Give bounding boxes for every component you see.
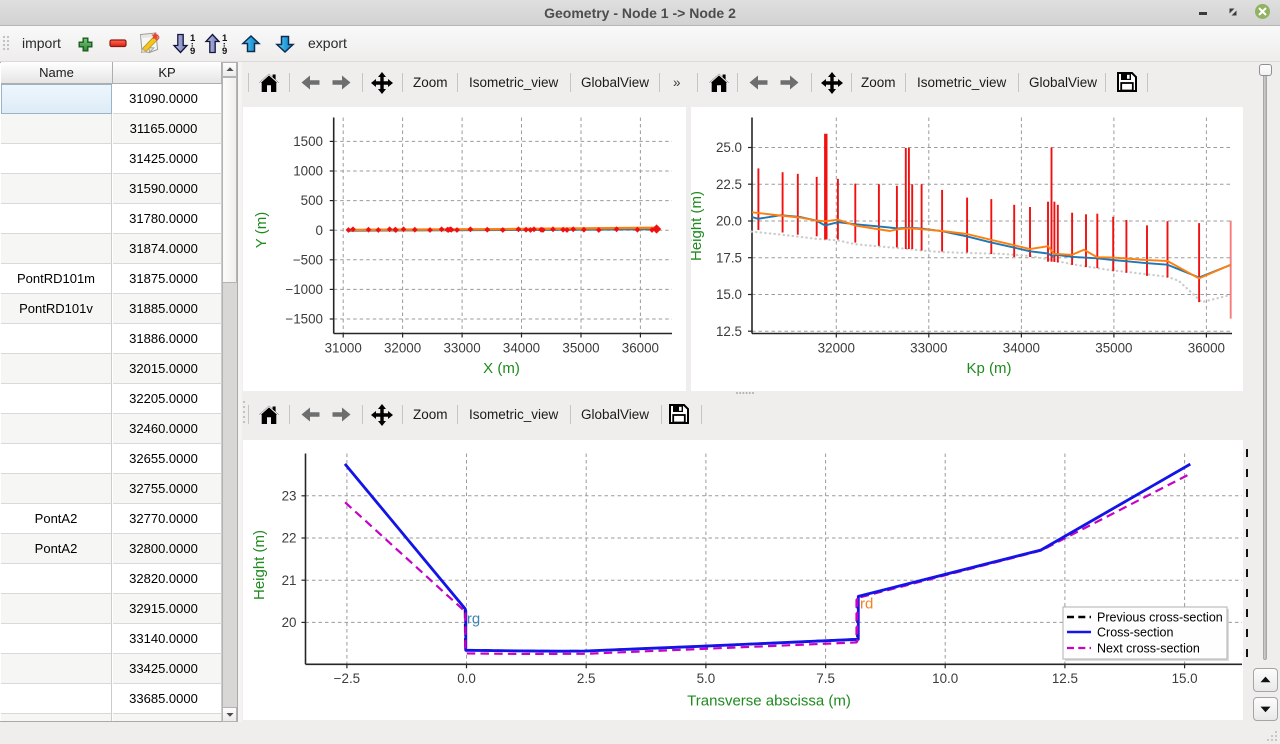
svg-text:Kp (m): Kp (m) bbox=[967, 360, 1012, 377]
svg-text:5.0: 5.0 bbox=[697, 671, 716, 686]
svg-text:35000: 35000 bbox=[562, 341, 599, 356]
svg-text:17.5: 17.5 bbox=[716, 250, 742, 265]
svg-text:−1500: −1500 bbox=[285, 312, 323, 327]
svg-text:20.0: 20.0 bbox=[716, 214, 742, 229]
svg-text:35000: 35000 bbox=[1095, 341, 1132, 356]
svg-text:2.5: 2.5 bbox=[577, 671, 596, 686]
svg-text:Cross-section: Cross-section bbox=[1097, 626, 1173, 640]
svg-text:−2.5: −2.5 bbox=[334, 671, 360, 686]
svg-text:1: 1 bbox=[190, 33, 196, 44]
svg-text:9: 9 bbox=[190, 46, 195, 54]
svg-text:31000: 31000 bbox=[325, 341, 362, 356]
svg-text:10.0: 10.0 bbox=[932, 671, 958, 686]
svg-text:0.0: 0.0 bbox=[457, 671, 476, 686]
svg-text:1000: 1000 bbox=[293, 164, 323, 179]
svg-text:0: 0 bbox=[316, 223, 323, 238]
svg-text:36000: 36000 bbox=[1188, 341, 1225, 356]
svg-text:22.5: 22.5 bbox=[716, 177, 742, 192]
svg-text:rd: rd bbox=[860, 595, 873, 612]
svg-text:33000: 33000 bbox=[443, 341, 480, 356]
svg-text:7.5: 7.5 bbox=[816, 671, 835, 686]
svg-text:500: 500 bbox=[301, 193, 323, 208]
svg-text:20: 20 bbox=[282, 615, 297, 630]
svg-text:25.0: 25.0 bbox=[716, 140, 742, 155]
svg-text:X (m): X (m) bbox=[483, 360, 520, 377]
svg-text:Next cross-section: Next cross-section bbox=[1097, 642, 1200, 656]
svg-text:Height (m): Height (m) bbox=[251, 530, 268, 600]
svg-text:12.5: 12.5 bbox=[716, 324, 742, 339]
svg-text:33000: 33000 bbox=[910, 341, 947, 356]
svg-text:22: 22 bbox=[282, 531, 297, 546]
svg-text:21: 21 bbox=[282, 573, 297, 588]
svg-text:36000: 36000 bbox=[622, 341, 659, 356]
svg-text:12.5: 12.5 bbox=[1052, 671, 1078, 686]
svg-text:−1000: −1000 bbox=[285, 282, 323, 297]
svg-text:Height (m): Height (m) bbox=[691, 191, 705, 261]
svg-text:23: 23 bbox=[282, 488, 297, 503]
svg-text:Y (m): Y (m) bbox=[253, 212, 270, 248]
svg-text:32000: 32000 bbox=[384, 341, 421, 356]
svg-text:15.0: 15.0 bbox=[1172, 671, 1198, 686]
svg-text:9: 9 bbox=[222, 46, 227, 54]
svg-text:−500: −500 bbox=[293, 252, 323, 267]
svg-text:1500: 1500 bbox=[293, 134, 323, 149]
svg-text:34000: 34000 bbox=[1003, 341, 1040, 356]
svg-text:rg: rg bbox=[467, 611, 480, 628]
svg-text:34000: 34000 bbox=[503, 341, 540, 356]
svg-text:Previous cross-section: Previous cross-section bbox=[1097, 611, 1223, 625]
svg-text:1: 1 bbox=[222, 33, 228, 44]
svg-text:32000: 32000 bbox=[818, 341, 855, 356]
svg-text:Transverse abscissa (m): Transverse abscissa (m) bbox=[687, 693, 851, 710]
svg-text:15.0: 15.0 bbox=[716, 287, 742, 302]
